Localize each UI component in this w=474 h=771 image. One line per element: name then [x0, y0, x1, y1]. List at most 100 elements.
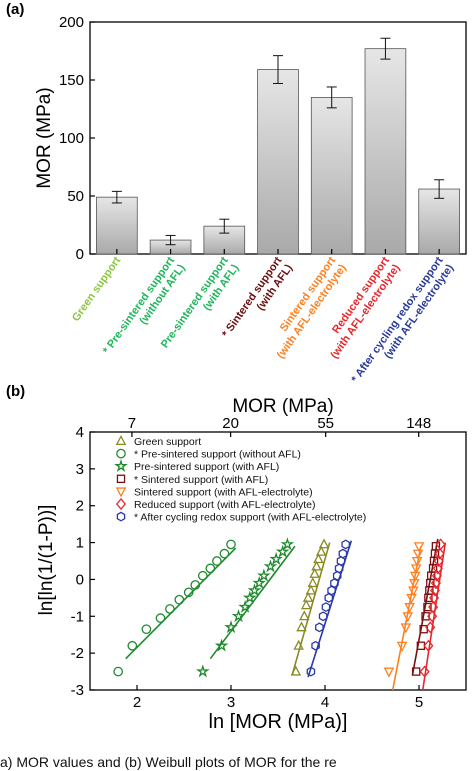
data-point: [330, 578, 339, 589]
legend-label: Sintered support (with AFL-electrolyte): [134, 486, 313, 498]
data-point: [433, 554, 444, 568]
y-tick-label: -2: [71, 645, 84, 662]
panel-a-bars: [96, 48, 460, 255]
data-point: [296, 621, 307, 632]
data-point: [306, 666, 316, 677]
panel-a-error-bars: [111, 37, 445, 254]
legend-label: Reduced support (with AFL-electrolyte): [134, 499, 316, 511]
panel-a: (a) MOR (MPa) 0 50 100 150 200 Green support…: [6, 1, 467, 385]
data-point: [113, 666, 124, 677]
data-point: [263, 559, 278, 573]
legend-marker: [116, 448, 126, 459]
figure-caption: a) MOR values and (b) Weibull plots of M…: [0, 754, 337, 770]
y-tick-label: 150: [59, 72, 84, 89]
data-point: [435, 538, 446, 551]
data-point: [332, 570, 342, 581]
y-tick-label: 200: [59, 14, 84, 31]
data-point: [231, 609, 246, 623]
category-label: Green support: [70, 255, 123, 324]
y-tick-label: 3: [76, 461, 84, 478]
panel-b-fit-lines: [125, 538, 447, 691]
panel-b: (b) MOR (MPa) ln[ln(1/(1-P))] ln [MOR (M…: [6, 383, 467, 733]
data-point: [423, 639, 434, 652]
legend-label: * Pre-sintered support (without AFL): [134, 449, 301, 461]
data-point: [226, 539, 236, 550]
panel-b-x-axis-title: ln [MOR (MPa)]: [209, 711, 348, 733]
top-tick-label: 55: [317, 415, 334, 432]
panel-b-axes: 2 3 4 5 -3 -2 -1 0 1 2 3 4 7 20 55 148: [71, 415, 432, 711]
panel-b-frame: [89, 431, 467, 691]
data-point: [302, 591, 314, 602]
data-point: [309, 567, 320, 578]
data-point: [434, 547, 445, 560]
data-point: [299, 610, 310, 621]
panel-b-points: [113, 537, 446, 678]
data-point: [421, 612, 430, 621]
data-point: [315, 622, 324, 633]
top-tick-label: 148: [406, 415, 431, 432]
legend-label: Pre-sintered support (with AFL): [134, 461, 279, 473]
data-point: [307, 577, 319, 588]
legend-marker: [116, 511, 126, 522]
x-tick-label: 5: [415, 694, 423, 711]
data-point: [318, 538, 330, 549]
data-point: [404, 603, 415, 614]
fit-line: [411, 538, 439, 676]
data-point: [252, 575, 267, 589]
data-point: [275, 544, 290, 558]
legend-marker: [115, 497, 127, 511]
data-point: [413, 542, 425, 553]
data-point: [212, 556, 222, 566]
panel-a-category-labels: Green support* Pre-sintered support(with…: [70, 255, 456, 385]
legend-marker: [114, 459, 128, 473]
data-point: [406, 593, 417, 604]
panel-b-label: (b): [6, 383, 25, 400]
y-tick-label: -3: [71, 682, 84, 699]
y-tick-label: 0: [76, 571, 84, 588]
data-point: [293, 639, 304, 650]
data-point: [165, 604, 175, 614]
data-point: [300, 599, 312, 610]
data-point: [419, 665, 430, 678]
legend-label: Green support: [134, 436, 201, 448]
y-tick-label: 1: [76, 535, 84, 552]
panel-a-y-axis-title: MOR (MPa): [34, 87, 55, 188]
data-point: [174, 594, 185, 605]
data-point: [205, 563, 216, 574]
data-point: [425, 621, 436, 634]
data-point: [429, 584, 441, 597]
data-point: [396, 641, 408, 652]
data-point: [341, 539, 350, 550]
bar: [257, 69, 299, 255]
bar: [364, 48, 407, 255]
data-point: [183, 587, 194, 598]
data-point: [315, 545, 327, 556]
data-point: [432, 562, 443, 575]
data-point: [280, 537, 295, 551]
x-tick-label: 2: [133, 694, 141, 711]
data-point: [336, 556, 346, 566]
data-point: [334, 563, 344, 574]
data-point: [311, 640, 320, 651]
data-point: [431, 569, 442, 582]
panel-b-y-axis-title: ln[ln(1/(1-P))]: [36, 505, 57, 616]
data-point: [214, 638, 229, 652]
panel-b-top-axis-title: MOR (MPa): [232, 396, 333, 417]
bar: [418, 188, 460, 255]
y-tick-label: -1: [71, 608, 84, 625]
data-point: [155, 613, 166, 623]
legend-marker: [115, 434, 127, 446]
data-point: [257, 568, 271, 582]
legend-marker: [116, 474, 126, 484]
x-tick-label: 3: [227, 694, 235, 711]
data-point: [383, 667, 395, 678]
data-point: [428, 601, 439, 614]
top-tick-label: 20: [222, 415, 239, 432]
y-tick-label: 4: [76, 424, 84, 441]
data-point: [190, 580, 201, 590]
data-point: [430, 577, 441, 590]
x-tick-label: 4: [321, 694, 329, 711]
bar: [310, 97, 353, 255]
legend-marker: [115, 487, 127, 498]
y-tick-label: 50: [67, 188, 84, 205]
